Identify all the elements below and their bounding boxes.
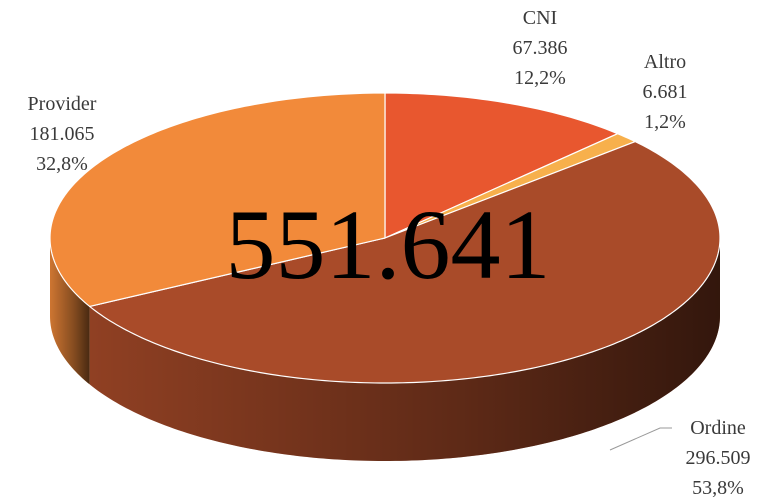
percentage-label: 12,2% [514, 67, 566, 89]
pie-tops [49, 92, 721, 384]
percentage-label: 53,8% [692, 477, 744, 499]
labels: CNI 67.386 12,2% Altro 6.681 1,2% Ordine 296.50… [28, 7, 751, 499]
slice-side-shade [50, 238, 90, 385]
slice [49, 92, 386, 308]
category-label: Altro [644, 51, 686, 73]
slice-side-shade [89, 238, 720, 461]
category-label: Provider [28, 93, 97, 115]
value-label: 181.065 [30, 123, 95, 145]
value-label: 67.386 [513, 37, 568, 59]
value-label: 296.509 [686, 447, 751, 469]
total-label: 551.641 [226, 189, 551, 300]
slice [89, 141, 721, 384]
category-label: Ordine [690, 417, 746, 439]
pie-sides [50, 238, 720, 461]
value-label: 6.681 [643, 81, 688, 103]
percentage-label: 1,2% [644, 111, 686, 133]
slice [384, 92, 619, 239]
leader-line [609, 427, 672, 451]
category-label: CNI [523, 7, 557, 29]
percentage-label: 32,8% [36, 153, 88, 175]
